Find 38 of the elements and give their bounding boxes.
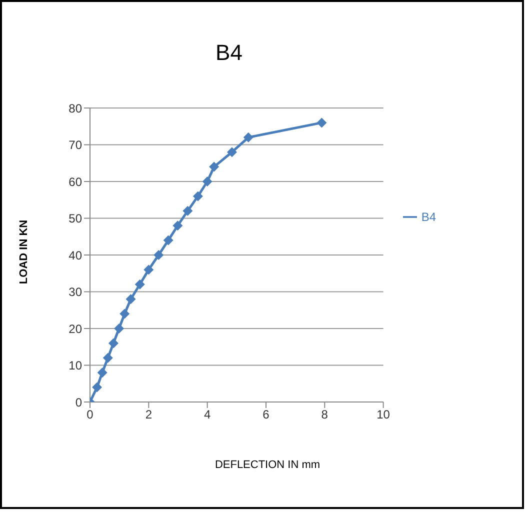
x-tick-label: 8 <box>321 408 328 422</box>
point <box>102 352 113 363</box>
point <box>114 324 124 334</box>
x-tick-label: 6 <box>262 408 270 422</box>
point <box>144 264 154 275</box>
point <box>126 294 136 304</box>
y-tick-label: 20 <box>68 322 82 336</box>
x-tick-label: 4 <box>204 408 211 422</box>
point <box>108 338 118 348</box>
x-axis-title: DEFLECTION IN mm <box>214 459 322 471</box>
point <box>154 250 164 260</box>
point <box>182 206 193 216</box>
point <box>226 147 237 158</box>
x-tick-label: 2 <box>145 408 152 422</box>
point <box>97 368 108 378</box>
x-tick-label: 10 <box>376 408 390 422</box>
legend-label: B4 <box>421 210 436 224</box>
point <box>92 382 102 392</box>
y-tick-label: 30 <box>68 285 82 300</box>
y-tick-label: 70 <box>68 138 82 152</box>
y-tick-label: 10 <box>68 358 82 373</box>
y-axis-title: LOAD IN KN <box>18 220 30 284</box>
y-tick-label: 60 <box>68 174 82 189</box>
point <box>192 191 203 202</box>
point <box>163 235 174 246</box>
point <box>243 132 254 142</box>
chart-title: B4 <box>214 40 244 66</box>
point <box>120 308 130 319</box>
point <box>134 279 145 290</box>
point <box>316 118 327 128</box>
point <box>202 176 212 186</box>
y-tick-label: 50 <box>68 212 82 226</box>
y-tick-label: 0 <box>75 395 82 410</box>
point <box>172 220 183 231</box>
x-tick-label: 0 <box>86 408 94 422</box>
y-tick-label: 40 <box>68 248 82 262</box>
y-tick-label: 80 <box>68 101 82 116</box>
point <box>209 162 220 172</box>
